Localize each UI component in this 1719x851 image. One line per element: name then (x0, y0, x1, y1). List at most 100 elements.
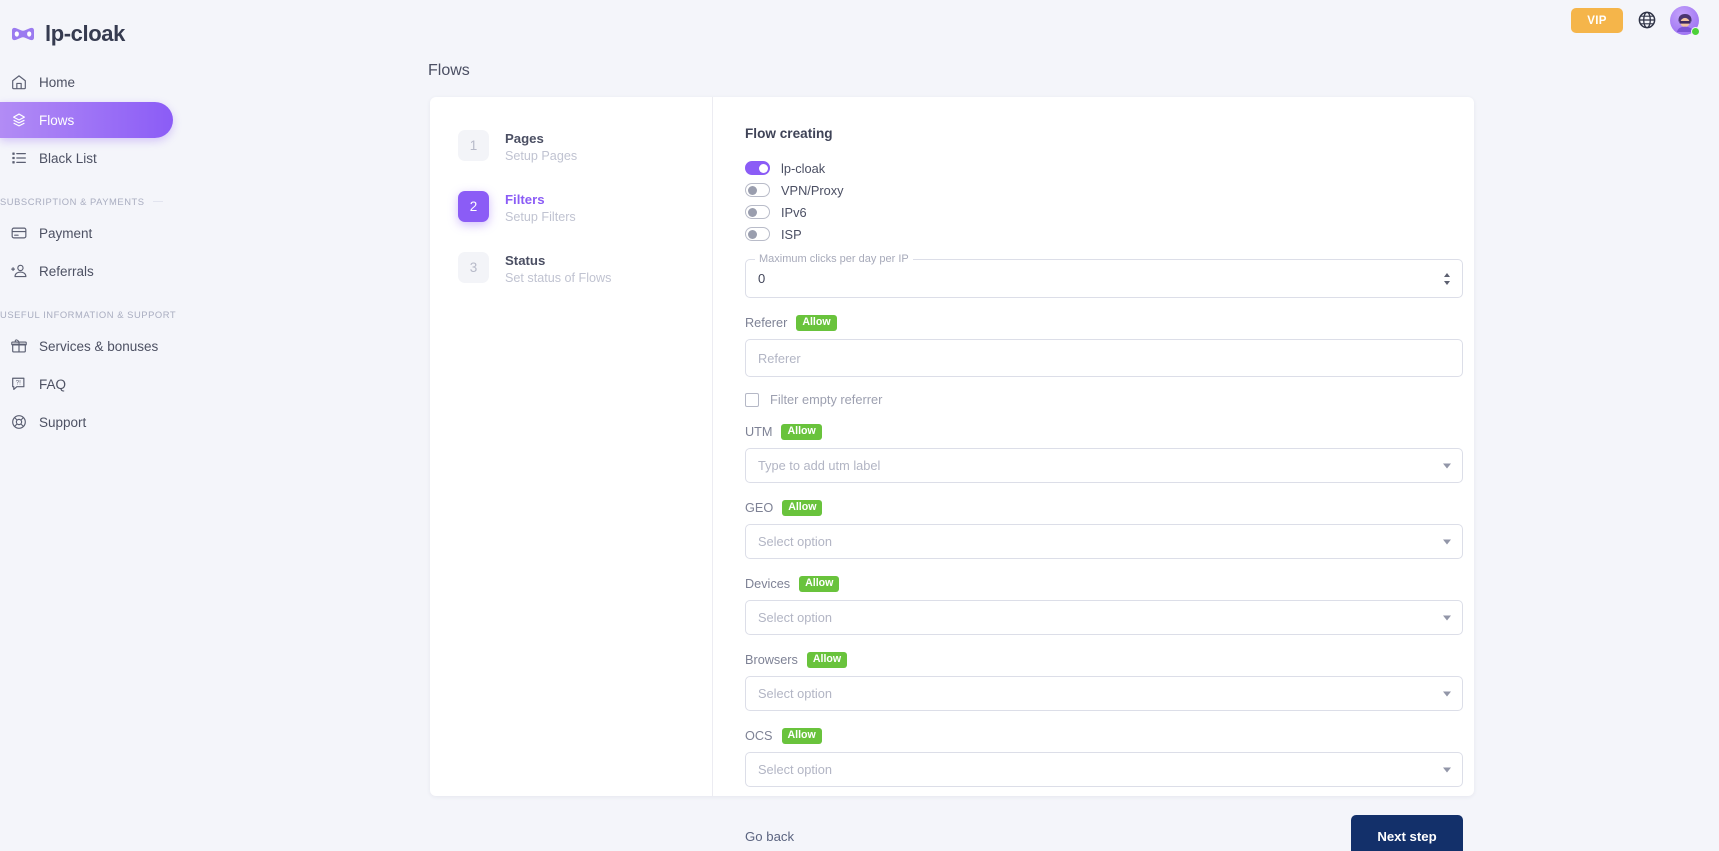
sidebar: lp-cloak Home Flows (0, 0, 177, 851)
toggle-row-isp: ISP (745, 223, 1463, 245)
section-title: SUBSCRIPTION & PAYMENTS (0, 196, 145, 207)
sidebar-item-services-bonuses[interactable]: Services & bonuses (0, 328, 173, 364)
avatar[interactable] (1670, 6, 1700, 36)
max-clicks-field[interactable]: Maximum clicks per day per IP 0 (745, 253, 1463, 298)
section-divider (152, 201, 163, 202)
chevron-down-icon[interactable] (1443, 691, 1451, 696)
brand-name: lp-cloak (45, 21, 125, 46)
utm-label-row: UTM Allow (745, 424, 1463, 440)
utm-label: UTM (745, 425, 773, 439)
chevron-down-icon[interactable] (1443, 463, 1451, 468)
list-icon (12, 152, 26, 164)
geo-allow-badge[interactable]: Allow (782, 500, 823, 516)
geo-select[interactable]: Select option (745, 524, 1463, 559)
globe-icon[interactable] (1637, 10, 1657, 30)
form-actions: Go back Next step (745, 815, 1463, 851)
step-number: 2 (458, 191, 489, 222)
browsers-label-row: Browsers Allow (745, 652, 1463, 668)
ocs-allow-badge[interactable]: Allow (781, 728, 822, 744)
filter-empty-referrer-label: Filter empty referrer (770, 392, 883, 407)
referer-label: Referer (745, 316, 788, 330)
devices-placeholder: Select option (758, 610, 832, 625)
referer-allow-badge[interactable]: Allow (796, 315, 837, 331)
chevron-down-icon[interactable] (1443, 615, 1451, 620)
sidebar-item-black-list[interactable]: Black List (0, 140, 173, 176)
utm-select[interactable]: Type to add utm label (745, 448, 1463, 483)
flows-icon (13, 113, 25, 127)
toggle-vpn-proxy[interactable] (745, 183, 770, 197)
filters-form: Flow creating lp-cloak VPN/Proxy IPv6 IS… (713, 97, 1478, 851)
sidebar-item-home[interactable]: Home (0, 64, 173, 100)
referrals-icon (11, 264, 27, 278)
filter-empty-referrer-checkbox[interactable] (745, 392, 759, 407)
toggle-lp-cloak[interactable] (745, 161, 770, 175)
max-clicks-value: 0 (758, 271, 766, 286)
gift-icon (11, 339, 27, 353)
devices-allow-badge[interactable]: Allow (799, 576, 840, 592)
vip-button[interactable]: VIP (1571, 8, 1623, 33)
sidebar-item-label: Services & bonuses (39, 338, 159, 354)
sidebar-item-payment[interactable]: Payment (0, 215, 173, 251)
lifebuoy-icon (12, 415, 26, 429)
toggle-label: IPv6 (781, 204, 807, 220)
page-title: Flows (428, 62, 470, 79)
toggle-row-ipv6: IPv6 (745, 201, 1463, 223)
number-stepper-icon[interactable] (1441, 271, 1453, 287)
step-status[interactable]: 3 Status Set status of Flows (458, 252, 712, 288)
faq-icon: ?! (12, 377, 25, 390)
referer-input[interactable]: Referer (745, 339, 1463, 377)
toggle-row-vpn-proxy: VPN/Proxy (745, 179, 1463, 201)
toggle-label: VPN/Proxy (781, 182, 844, 198)
utm-placeholder: Type to add utm label (758, 458, 881, 473)
brand-logo[interactable]: lp-cloak (0, 0, 173, 54)
step-title: Status (505, 253, 546, 268)
sidebar-item-label: Payment (39, 225, 93, 241)
browsers-allow-badge[interactable]: Allow (806, 652, 848, 668)
mask-icon (12, 27, 34, 41)
go-back-button[interactable]: Go back (745, 828, 795, 844)
sidebar-item-label: Home (39, 74, 76, 90)
toggle-isp[interactable] (745, 227, 770, 241)
step-number: 1 (458, 130, 489, 161)
topbar: VIP (173, 0, 1719, 48)
card-icon (11, 227, 27, 239)
toggle-label: lp-cloak (781, 160, 826, 176)
devices-select[interactable]: Select option (745, 600, 1463, 635)
sidebar-section-subscription: SUBSCRIPTION & PAYMENTS (0, 196, 173, 207)
home-icon (12, 75, 26, 90)
step-number: 3 (458, 252, 489, 283)
sidebar-item-label: FAQ (39, 376, 67, 392)
form-title: Flow creating (745, 126, 833, 141)
sidebar-item-label: Black List (39, 150, 97, 166)
step-subtitle: Setup Pages (505, 149, 578, 163)
ocs-select[interactable]: Select option (745, 752, 1463, 787)
sidebar-item-support[interactable]: Support (0, 404, 173, 440)
chevron-down-icon[interactable] (1443, 767, 1451, 772)
utm-allow-badge[interactable]: Allow (781, 424, 822, 440)
sidebar-item-flows[interactable]: Flows (0, 102, 173, 138)
section-title: USEFUL INFORMATION & SUPPORT (0, 309, 177, 320)
toggle-row-lp-cloak: lp-cloak (745, 157, 1463, 179)
ocs-placeholder: Select option (758, 762, 832, 777)
avatar-image (1670, 6, 1699, 35)
step-pages[interactable]: 1 Pages Setup Pages (458, 130, 712, 166)
referer-label-row: Referer Allow (745, 315, 1463, 331)
browsers-label: Browsers (745, 653, 798, 667)
geo-label-row: GEO Allow (745, 500, 1463, 516)
browsers-select[interactable]: Select option (745, 676, 1463, 711)
sidebar-item-label: Referrals (39, 263, 94, 279)
sidebar-item-referrals[interactable]: Referrals (0, 253, 173, 289)
chevron-down-icon[interactable] (1443, 539, 1451, 544)
devices-label-row: Devices Allow (745, 576, 1463, 592)
toggle-knob (748, 230, 757, 239)
sidebar-item-faq[interactable]: ?! FAQ (0, 366, 173, 402)
next-step-button[interactable]: Next step (1351, 815, 1463, 851)
geo-label: GEO (745, 501, 774, 515)
filter-empty-referrer-row: Filter empty referrer (745, 392, 1463, 407)
wizard-stepper: 1 Pages Setup Pages 2 Filters Setup Filt… (430, 97, 713, 796)
step-filters[interactable]: 2 Filters Setup Filters (458, 191, 712, 227)
referer-placeholder: Referer (758, 350, 801, 366)
toggle-knob (748, 208, 757, 217)
toggle-knob (748, 186, 757, 195)
toggle-ipv6[interactable] (745, 205, 770, 219)
